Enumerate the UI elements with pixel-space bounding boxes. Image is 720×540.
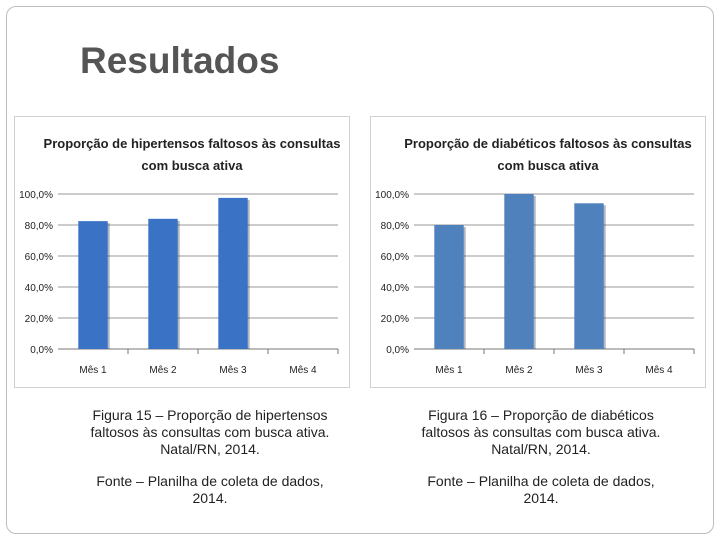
x-tick-label: Mês 1 xyxy=(79,365,107,376)
y-tick-label: 20,0% xyxy=(25,314,53,325)
bar xyxy=(574,203,604,349)
source-note-right: Fonte – Planilha de coleta de dados, 201… xyxy=(427,473,655,506)
x-tick-label: Mês 2 xyxy=(149,365,177,376)
bar xyxy=(218,197,248,349)
y-tick-label: 0,0% xyxy=(386,345,409,356)
hypertensive-chart: Proporção de hipertensos faltosos às con… xyxy=(14,116,350,388)
y-tick-label: 60,0% xyxy=(381,252,409,263)
y-tick-label: 40,0% xyxy=(25,283,53,294)
x-tick-label: Mês 3 xyxy=(219,365,247,376)
x-tick-label: Mês 4 xyxy=(645,365,673,376)
chart-title-line: com busca ativa xyxy=(141,158,243,173)
bar xyxy=(434,225,464,349)
y-tick-label: 60,0% xyxy=(25,252,53,263)
y-tick-label: 100,0% xyxy=(19,190,53,201)
figure-caption-right: Figura 16 – Proporção de diabéticos falt… xyxy=(421,407,661,457)
source-note-left: Fonte – Planilha de coleta de dados, 201… xyxy=(96,473,324,506)
x-tick-label: Mês 4 xyxy=(289,365,317,376)
y-tick-label: 80,0% xyxy=(381,221,409,232)
bar xyxy=(78,221,108,349)
bar xyxy=(504,194,534,349)
y-tick-label: 20,0% xyxy=(381,314,409,325)
x-tick-label: Mês 2 xyxy=(505,365,533,376)
chart-frame xyxy=(370,116,706,388)
bar xyxy=(148,218,178,349)
chart-title-line: Proporção de hipertensos faltosos às con… xyxy=(44,136,341,151)
x-tick-label: Mês 1 xyxy=(435,365,463,376)
y-tick-label: 80,0% xyxy=(25,221,53,232)
chart-frame xyxy=(14,116,350,388)
figure-caption-left: Figura 15 – Proporção de hipertensos fal… xyxy=(90,407,330,457)
diabetic-chart: Proporção de diabéticos faltosos às cons… xyxy=(370,116,706,388)
y-tick-label: 0,0% xyxy=(30,345,53,356)
chart-title-line: com busca ativa xyxy=(497,158,599,173)
x-tick-label: Mês 3 xyxy=(575,365,603,376)
y-tick-label: 100,0% xyxy=(375,190,409,201)
y-tick-label: 40,0% xyxy=(381,283,409,294)
slide-title: Resultados xyxy=(80,40,280,81)
chart-title-line: Proporção de diabéticos faltosos às cons… xyxy=(404,136,692,151)
